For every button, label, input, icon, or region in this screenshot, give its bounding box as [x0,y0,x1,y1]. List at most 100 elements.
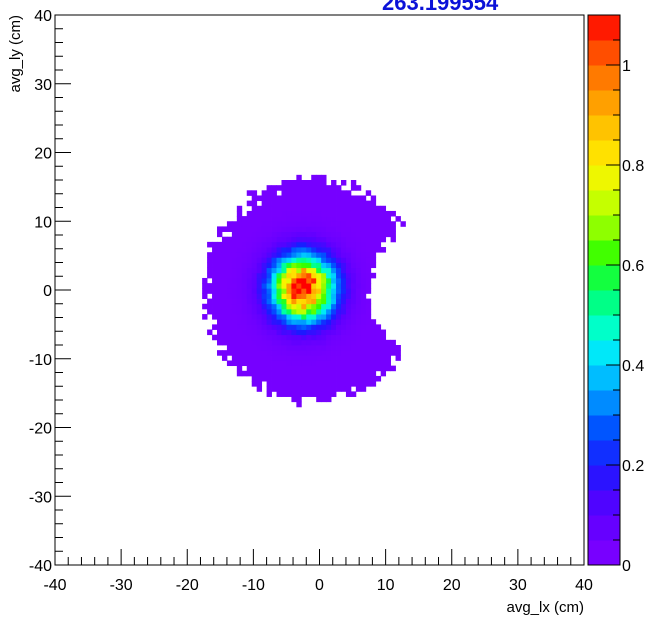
heatmap-cell [286,293,292,299]
heatmap-cell [276,314,282,320]
heatmap-cell [261,267,267,274]
heatmap-cell [355,241,362,248]
heatmap-cell [306,288,312,294]
heatmap-cell [326,396,332,403]
heatmap-cell [345,200,352,207]
heatmap-cell [306,252,312,258]
heatmap-cell [221,288,228,294]
heatmap-cell [365,267,372,274]
heatmap-cell [212,241,218,248]
heatmap-cell [251,195,258,202]
heatmap-cell [306,210,312,217]
heatmap-cell [231,231,238,238]
heatmap-cell [251,247,258,253]
heatmap-cell [331,350,337,356]
heatmap-cell [231,283,238,289]
heatmap-cell [221,252,228,258]
heatmap-cell [251,298,258,305]
y-tick-label: -20 [29,421,52,438]
heatmap-cell [375,345,382,351]
heatmap-cell [261,334,267,341]
heatmap-cell [281,236,287,243]
heatmap-cell [350,391,357,397]
heatmap-cell [311,293,317,299]
heatmap-cell [251,381,258,387]
heatmap-cell [286,319,292,325]
heatmap-cell [326,262,332,269]
heatmap-cell [360,231,367,238]
heatmap-cell [241,319,248,325]
heatmap-cell [291,329,297,336]
heatmap-cell [281,339,287,346]
heatmap-cell [236,293,243,299]
heatmap-cell [321,381,327,387]
heatmap-cell [236,303,243,310]
heatmap-cell [321,391,327,397]
heatmap-cell [241,339,248,346]
heatmap-cell [291,272,297,279]
x-tick-label: -40 [43,577,66,594]
heatmap-cell [340,308,347,315]
heatmap-cell [236,334,243,341]
heatmap-cell [231,221,238,227]
heatmap-cell [336,355,342,361]
heatmap-cell [360,298,367,305]
heatmap-cell [360,195,367,202]
heatmap-cell [331,190,337,196]
heatmap-cell [281,314,287,320]
heatmap-cell [365,200,372,207]
heatmap-cell [306,365,312,372]
heatmap-cell [286,350,292,356]
heatmap-cell [271,247,277,253]
heatmap-cell [241,231,248,238]
heatmap-cell [266,314,272,320]
heatmap-cell [281,288,287,294]
heatmap-cell [217,257,223,263]
heatmap-cell [221,272,228,279]
heatmap-cell [241,355,248,361]
heatmap-cell [236,247,243,253]
palette-band [588,215,620,241]
heatmap-cell [221,247,228,253]
y-tick-label: -30 [29,489,52,506]
heatmap-cell [331,200,337,207]
heatmap-cell [286,381,292,387]
heatmap-cell [246,252,253,258]
heatmap-cell [321,293,327,299]
heatmap-cell [241,252,248,258]
heatmap-cell [350,298,357,305]
heatmap-cell [271,283,277,289]
heatmap-cell [286,308,292,315]
heatmap-cell [236,231,243,238]
heatmap-cell [360,375,367,382]
y-tick-label: 40 [34,8,52,25]
heatmap-cell [241,334,248,341]
heatmap-cell [345,365,352,372]
heatmap-cell [395,355,401,361]
heatmap-cell [336,205,342,212]
heatmap-cell [231,272,238,279]
heatmap-cell [326,195,332,202]
heatmap-cell [281,185,287,191]
heatmap-cell [301,314,307,320]
heatmap-cell [207,252,213,258]
heatmap-cell [321,180,327,186]
heatmap-cell [241,221,248,227]
heatmap-cell [286,360,292,367]
heatmap-cell [241,262,248,269]
heatmap-cell [217,262,223,269]
heatmap-cell [221,303,228,310]
heatmap-cell [271,288,277,294]
heatmap-cell [276,355,282,361]
heatmap-cell [355,386,362,392]
heatmap-cell [236,262,243,269]
heatmap-cell [286,355,292,361]
heatmap-cell [331,303,337,310]
heatmap-cell [400,221,406,227]
heatmap-cell [355,303,362,310]
heatmap-cell [321,329,327,336]
heatmap-cell [306,386,312,392]
heatmap-cell [256,272,263,279]
x-tick-label: 30 [509,577,527,594]
heatmap-cell [340,355,347,361]
